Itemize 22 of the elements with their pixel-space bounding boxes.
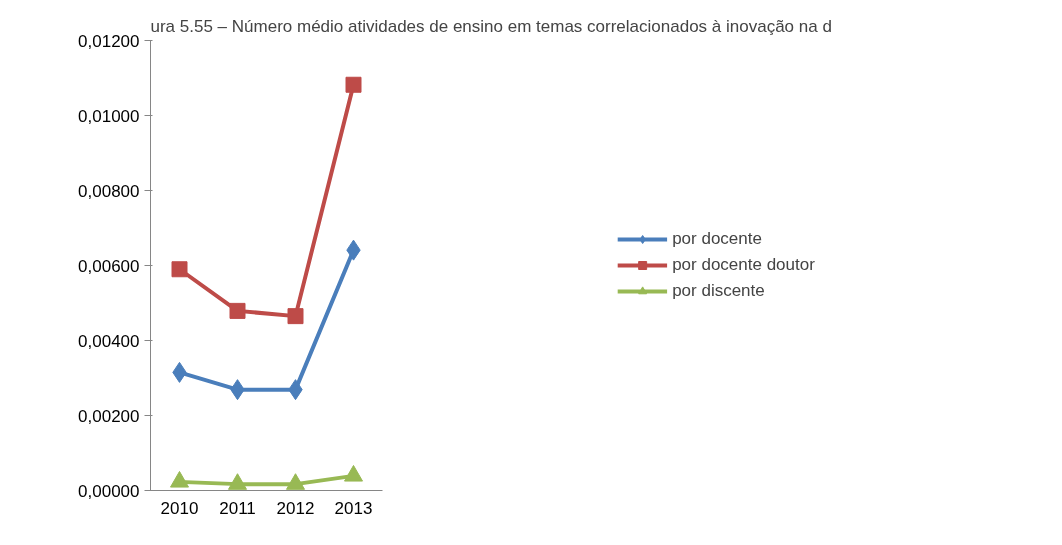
y-tick-label: 0,00800	[78, 181, 140, 201]
y-tick-label: 0,00000	[78, 481, 140, 501]
legend-label: por docente	[672, 229, 762, 249]
x-tick-label: 2013	[334, 498, 373, 518]
x-tick-label: 2011	[219, 498, 256, 518]
x-tick-label: 2010	[160, 498, 199, 518]
y-tick-label: 0,01200	[78, 31, 140, 51]
point	[228, 473, 247, 490]
point	[286, 473, 305, 490]
legend-label: por docente doutor	[672, 255, 815, 275]
y-tick-label: 0,00400	[78, 331, 140, 351]
point	[229, 302, 246, 319]
text: ura 5.55 – Número médio atividades de ensino em temas correlacionados à inovação na d	[150, 16, 832, 36]
y-tick-label: 0,01000	[78, 106, 140, 126]
x-tick-label: 2012	[276, 498, 315, 518]
point	[344, 464, 363, 482]
legend-label: por discente	[672, 281, 765, 301]
y-tick-label: 0,00600	[78, 256, 140, 276]
y-tick-label: 0,00200	[78, 406, 140, 426]
point	[170, 470, 189, 488]
point	[287, 308, 304, 325]
point	[171, 261, 188, 278]
